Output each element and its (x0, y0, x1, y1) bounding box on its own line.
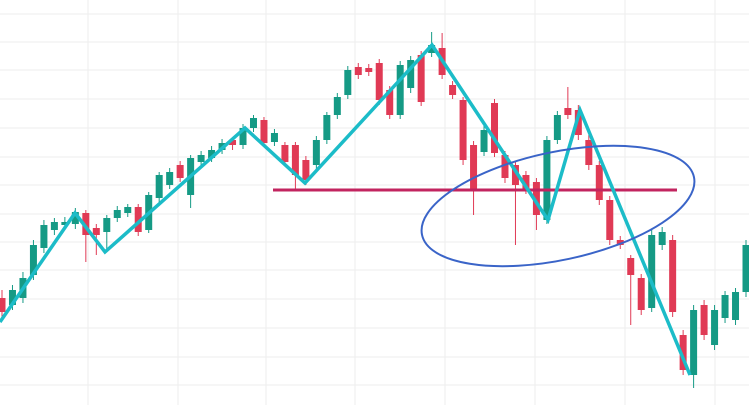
candle-body (323, 115, 331, 140)
candle-body (459, 100, 467, 160)
candle-body (669, 240, 677, 312)
candle-body (386, 90, 394, 115)
candle-body (312, 140, 320, 165)
candle-body (239, 128, 247, 145)
candle-body (428, 45, 436, 53)
highlight-ellipse (420, 144, 696, 268)
candle-body (606, 200, 614, 240)
candle-body (260, 120, 268, 143)
candle-body (595, 165, 603, 200)
candle-body (658, 232, 666, 245)
candle-body (365, 68, 373, 72)
candle-body (742, 245, 749, 292)
candle-body (281, 145, 289, 162)
candle-body (50, 222, 58, 230)
candle-body (40, 225, 48, 248)
candle-body (543, 140, 551, 220)
candle-body (270, 133, 278, 142)
candle-body (229, 140, 237, 145)
candle-body (92, 228, 100, 235)
candle-body (134, 207, 142, 232)
candle-body (344, 70, 352, 95)
candle-body (0, 298, 6, 312)
candle-body (501, 155, 509, 178)
candle-body (553, 115, 561, 140)
candle-body (375, 63, 383, 100)
candle-body (208, 150, 216, 158)
candle-body (732, 292, 740, 320)
candle-body (491, 103, 499, 153)
candle-body (8, 290, 16, 305)
candle-body (417, 55, 425, 102)
candle-body (700, 305, 708, 335)
candle-body (124, 207, 132, 213)
zigzag-line (0, 42, 692, 376)
candle-body (585, 140, 593, 165)
candle-body (176, 165, 184, 178)
vertical-grid (87, 0, 716, 405)
candle-body (679, 335, 687, 370)
candle-body (302, 160, 310, 180)
candle-body (396, 65, 404, 115)
candle-body (564, 108, 572, 115)
candle-body (249, 118, 257, 128)
candle-body (82, 213, 90, 235)
candle-body (29, 245, 37, 275)
candle-body (711, 310, 719, 345)
candle-body (511, 165, 519, 185)
candle-body (470, 145, 478, 190)
horizontal-grid (0, 13, 749, 386)
candle-body (155, 175, 163, 198)
candle-body (449, 85, 457, 95)
candles (0, 32, 749, 388)
candle-body (333, 97, 341, 115)
candle-body (407, 60, 415, 88)
candle-body (721, 295, 729, 318)
candle-body (616, 240, 624, 245)
candle-body (480, 130, 488, 152)
candle-body (648, 235, 656, 308)
candle-body (574, 110, 582, 135)
candle-body (522, 175, 530, 190)
annotations (0, 42, 696, 376)
candle-body (166, 172, 174, 185)
candle-body (354, 67, 362, 75)
candle-body (637, 278, 645, 310)
candle-body (690, 310, 698, 375)
candle-body (103, 218, 111, 232)
candle-body (197, 155, 205, 162)
candle-body (71, 212, 79, 224)
candle-body (627, 258, 635, 275)
candle-body (113, 210, 121, 218)
candle-body (291, 145, 299, 175)
candle-body (61, 222, 69, 225)
candle-body (532, 182, 540, 215)
